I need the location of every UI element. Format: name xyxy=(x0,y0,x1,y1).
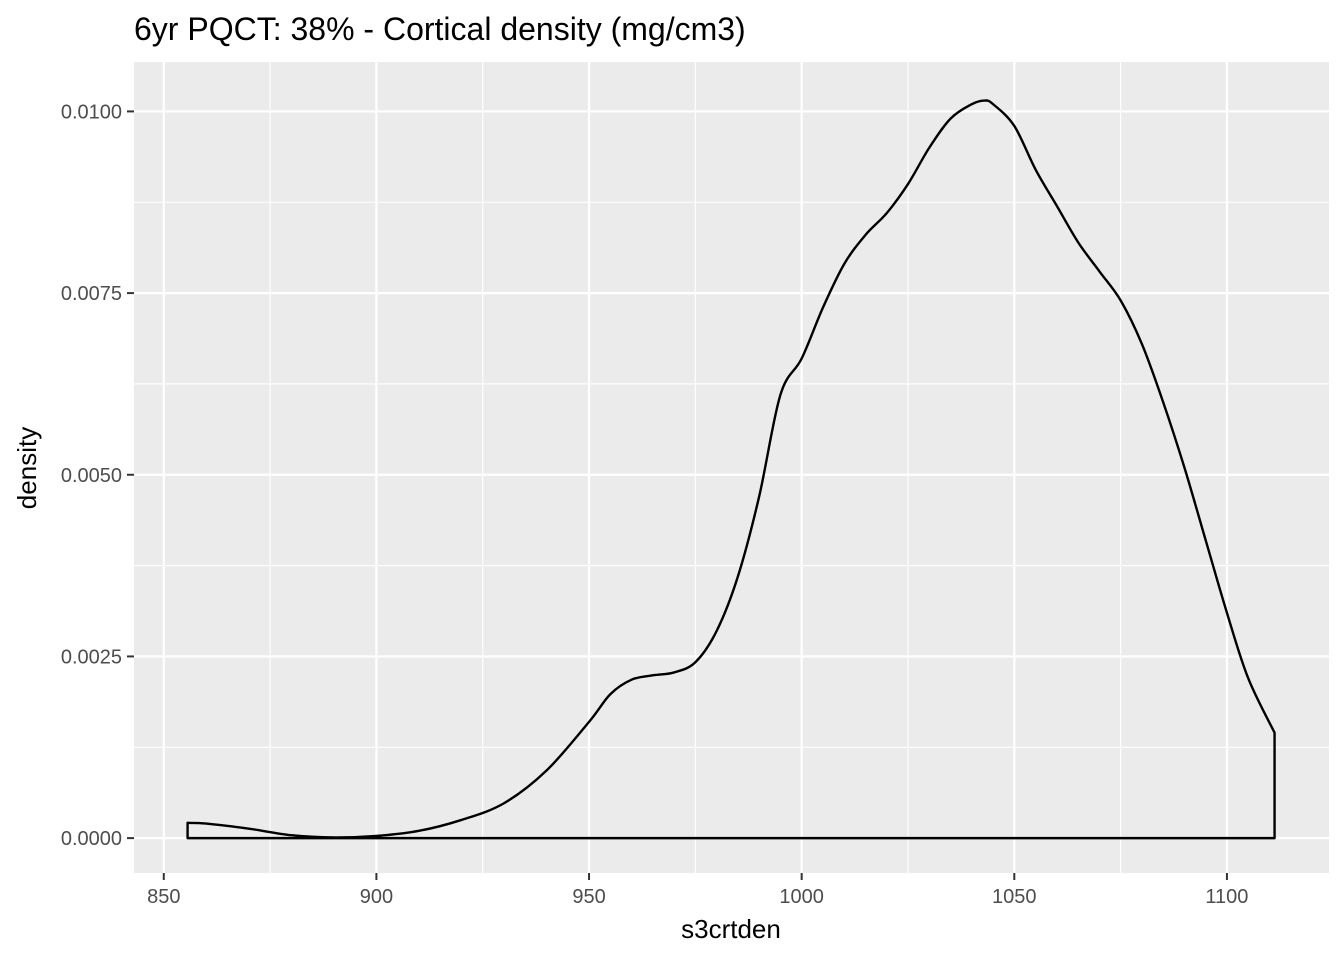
y-tick-label: 0.0100 xyxy=(61,101,122,123)
y-tick-label: 0.0000 xyxy=(61,828,122,850)
y-tick-label: 0.0050 xyxy=(61,465,122,487)
x-axis: 850 900 950 1000 1050 1100 xyxy=(147,873,1248,908)
major-grid xyxy=(134,62,1329,873)
x-tick-label: 950 xyxy=(572,886,605,908)
x-tick-label: 900 xyxy=(360,886,393,908)
x-tick-label: 1100 xyxy=(1205,886,1248,908)
y-axis-title: density xyxy=(12,427,42,509)
x-tick-label: 1000 xyxy=(779,886,824,908)
x-tick-label: 850 xyxy=(147,886,180,908)
chart-title: 6yr PQCT: 38% - Cortical density (mg/cm3… xyxy=(134,11,746,47)
y-tick-label: 0.0025 xyxy=(61,646,122,668)
x-tick-label: 1050 xyxy=(992,886,1037,908)
plot-panel xyxy=(134,62,1329,873)
y-axis: 0.0000 0.0025 0.0050 0.0075 0.0100 xyxy=(61,101,134,850)
density-curve xyxy=(186,99,1276,840)
y-tick-label: 0.0075 xyxy=(61,283,122,305)
minor-grid xyxy=(134,62,1329,873)
x-axis-title: s3crtden xyxy=(681,914,781,944)
